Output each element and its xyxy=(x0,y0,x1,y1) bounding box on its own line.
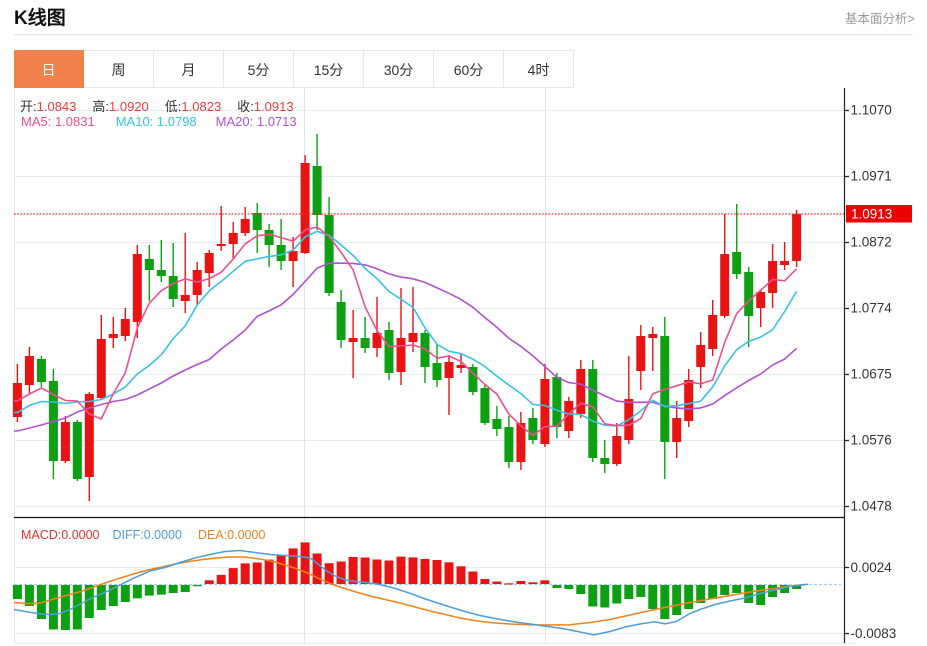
svg-text:0.0024: 0.0024 xyxy=(851,560,893,575)
svg-text:1.0872: 1.0872 xyxy=(851,235,892,250)
svg-text:1.0576: 1.0576 xyxy=(851,433,892,448)
svg-text:1.0971: 1.0971 xyxy=(851,169,892,184)
svg-text:1.0675: 1.0675 xyxy=(851,367,892,382)
svg-text:1.0478: 1.0478 xyxy=(851,499,892,514)
svg-text:1.1070: 1.1070 xyxy=(851,103,892,118)
svg-text:1.0913: 1.0913 xyxy=(851,207,892,222)
svg-text:1.0774: 1.0774 xyxy=(851,301,893,316)
svg-text:-0.0083: -0.0083 xyxy=(851,626,897,641)
